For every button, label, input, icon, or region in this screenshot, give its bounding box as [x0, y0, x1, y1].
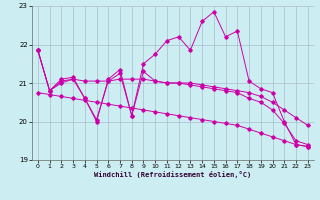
X-axis label: Windchill (Refroidissement éolien,°C): Windchill (Refroidissement éolien,°C): [94, 171, 252, 178]
